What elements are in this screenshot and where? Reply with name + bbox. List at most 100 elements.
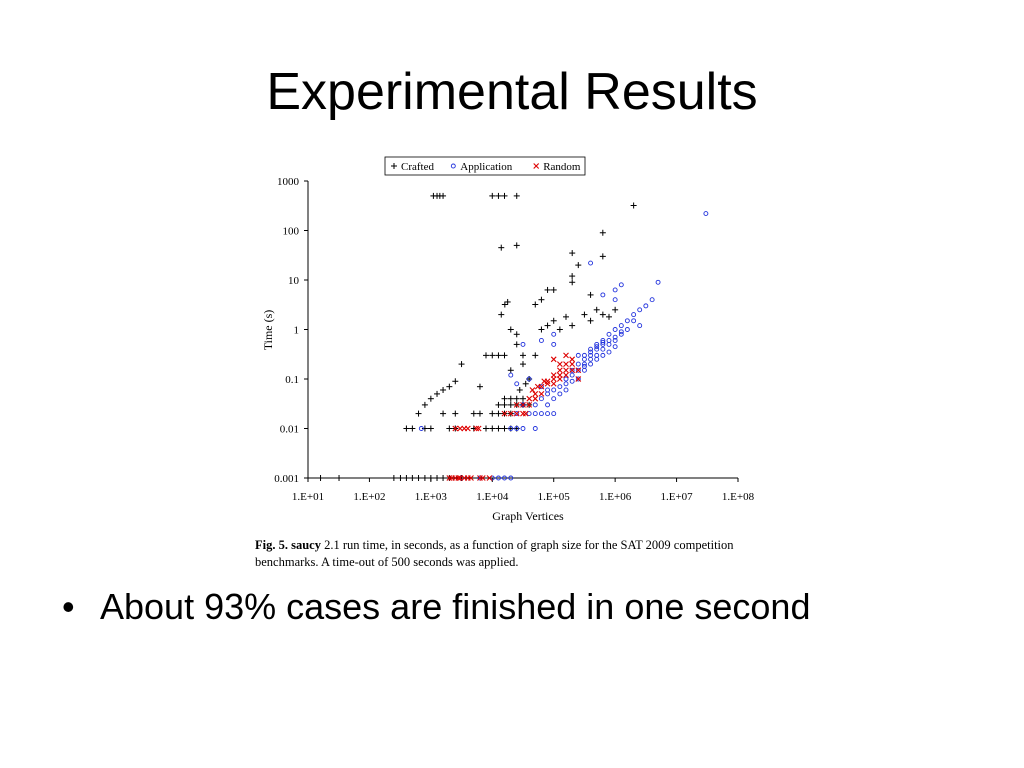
data-point (409, 425, 416, 432)
data-point (556, 361, 563, 367)
data-point (532, 301, 539, 308)
data-point (489, 475, 495, 481)
data-point (495, 401, 502, 408)
x-axis-label: Graph Vertices (492, 509, 564, 523)
data-point (446, 383, 453, 390)
data-point (403, 425, 410, 432)
caption-text: 2.1 run time, in seconds, as a function … (255, 538, 734, 569)
data-point (600, 346, 606, 352)
figure-caption: Fig. 5. saucy 2.1 run time, in seconds, … (255, 537, 795, 571)
data-point (538, 384, 544, 390)
data-point (563, 387, 569, 393)
data-point (452, 378, 459, 385)
data-point (532, 411, 538, 417)
data-point (501, 352, 508, 359)
data-point (581, 367, 587, 373)
scatter-figure: Crafted Application Random 0.001 0.01 0.1 1 10… (250, 150, 780, 575)
data-point (612, 338, 618, 343)
data-point (594, 344, 600, 350)
data-point (569, 367, 576, 374)
data-point (544, 322, 551, 329)
data-point (569, 273, 576, 280)
caption-tool-name: saucy (291, 538, 321, 552)
data-point (557, 391, 563, 397)
data-point (569, 322, 576, 329)
data-point (551, 396, 557, 402)
data-point (649, 297, 655, 303)
y-tick-label: 0.01 (280, 424, 299, 436)
data-point (594, 356, 600, 362)
data-point (520, 402, 526, 408)
bullet-dot-icon: • (62, 586, 75, 627)
caption-fig-label: Fig. 5. (255, 538, 288, 552)
data-point (507, 410, 514, 417)
data-point (655, 279, 661, 285)
data-point (457, 425, 464, 432)
legend-marker (450, 163, 456, 169)
data-point (470, 410, 477, 417)
data-point (563, 361, 569, 367)
data-point (587, 317, 594, 324)
data-point (468, 475, 474, 481)
legend-marker (533, 163, 540, 169)
data-point (508, 372, 514, 378)
data-point (545, 391, 551, 397)
data-point (618, 329, 624, 335)
x-tick-label: 1.E+07 (660, 491, 693, 503)
data-point (496, 475, 501, 481)
data-point (452, 410, 459, 417)
data-point (489, 425, 496, 432)
y-tick-label: 0.1 (285, 374, 299, 386)
data-point (550, 286, 557, 293)
data-point (551, 411, 557, 417)
data-point (605, 313, 612, 320)
data-point (600, 339, 606, 345)
bullet-item: • About 93% cases are finished in one sec… (62, 586, 810, 628)
data-point (526, 376, 532, 382)
data-point (434, 475, 441, 481)
data-point (504, 298, 511, 305)
data-point (563, 367, 569, 374)
data-point (538, 326, 545, 333)
series-application (418, 211, 709, 481)
x-tick-label: 1.E+06 (599, 491, 632, 503)
data-point (502, 475, 507, 481)
data-point (606, 338, 612, 343)
data-point (575, 376, 582, 382)
data-point (415, 475, 422, 481)
data-point (421, 401, 428, 408)
data-point (446, 475, 453, 481)
data-point (427, 475, 434, 481)
data-point (588, 356, 594, 362)
data-point (637, 307, 643, 313)
data-point (575, 352, 581, 358)
data-point (606, 349, 612, 355)
data-point (513, 242, 520, 249)
data-point (544, 286, 551, 293)
data-point (594, 346, 600, 352)
data-point (581, 356, 587, 362)
data-point (455, 475, 462, 481)
legend-label: Application (460, 161, 512, 173)
data-point (618, 282, 624, 288)
legend-box (384, 156, 586, 176)
data-point (482, 352, 489, 359)
data-point (618, 323, 624, 329)
data-point (317, 475, 324, 481)
data-point (464, 425, 471, 432)
data-point (440, 410, 447, 417)
data-point (556, 367, 563, 374)
data-point (569, 378, 575, 384)
data-point (486, 475, 493, 481)
data-point (612, 344, 618, 350)
data-point (532, 402, 538, 408)
scatter-chart: Crafted Application Random 0.001 0.01 0.1 1 10… (261, 156, 755, 523)
data-point (495, 352, 502, 359)
data-point (624, 327, 630, 332)
data-point (495, 425, 502, 432)
x-tick-labels: 1.E+01 1.E+02 1.E+03 1.E+04 1.E+05 1.E+06 1.E+… (292, 491, 755, 503)
data-point (495, 410, 502, 417)
data-point (514, 426, 520, 431)
data-point (606, 341, 612, 347)
data-point (600, 292, 606, 298)
